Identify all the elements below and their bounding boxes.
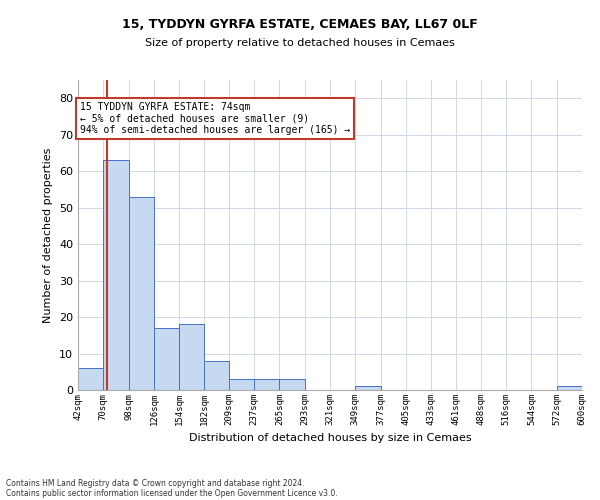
Bar [154,328,179,390]
Bar [78,368,103,390]
Text: 15 TYDDYN GYRFA ESTATE: 74sqm
← 5% of detached houses are smaller (9)
94% of sem: 15 TYDDYN GYRFA ESTATE: 74sqm ← 5% of de… [80,102,350,135]
Bar [128,196,154,390]
Text: Size of property relative to detached houses in Cemaes: Size of property relative to detached ho… [145,38,455,48]
Bar [103,160,128,390]
Y-axis label: Number of detached properties: Number of detached properties [43,148,53,322]
Bar [254,379,280,390]
Bar [280,379,305,390]
Bar [557,386,582,390]
Text: Contains public sector information licensed under the Open Government Licence v3: Contains public sector information licen… [6,488,338,498]
Text: Contains HM Land Registry data © Crown copyright and database right 2024.: Contains HM Land Registry data © Crown c… [6,478,305,488]
Bar [179,324,205,390]
Bar [205,361,229,390]
Bar [355,386,380,390]
Text: 15, TYDDYN GYRFA ESTATE, CEMAES BAY, LL67 0LF: 15, TYDDYN GYRFA ESTATE, CEMAES BAY, LL6… [122,18,478,30]
Bar [229,379,254,390]
X-axis label: Distribution of detached houses by size in Cemaes: Distribution of detached houses by size … [188,434,472,444]
